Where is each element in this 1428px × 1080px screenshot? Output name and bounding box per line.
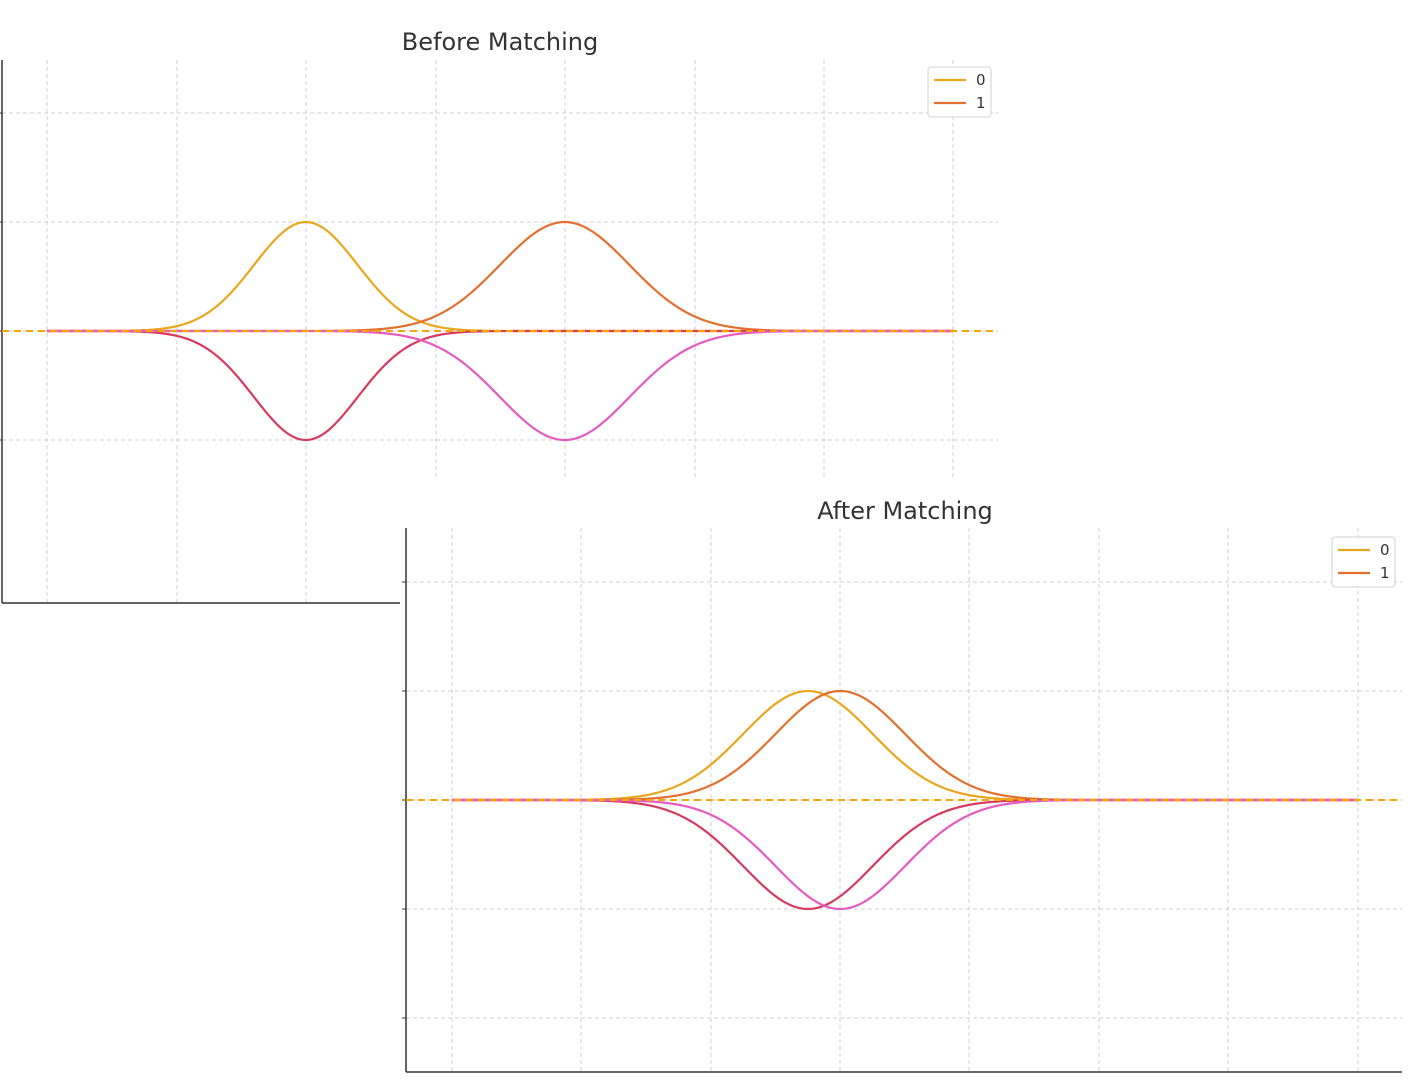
legend-label-0: 0 bbox=[1380, 541, 1390, 559]
legend-label-1: 1 bbox=[976, 94, 986, 112]
legend: 01 bbox=[1331, 536, 1396, 588]
series-1-line bbox=[47, 220, 953, 333]
legend-label-1: 1 bbox=[1380, 564, 1390, 582]
chart-title: After Matching bbox=[817, 497, 993, 525]
chart-after-matching: After Matching 0 1 bbox=[400, 478, 1428, 1080]
series-0-line bbox=[452, 689, 1358, 802]
series-1-mirror-line bbox=[47, 329, 953, 442]
series-0-line bbox=[47, 220, 953, 333]
series-0-mirror-line bbox=[47, 329, 953, 442]
series-1-line bbox=[452, 689, 1358, 802]
chart-title: Before Matching bbox=[402, 28, 598, 56]
legend-label-0: 0 bbox=[976, 71, 986, 89]
series-0-mirror-line bbox=[452, 798, 1358, 911]
series-1-mirror-line bbox=[452, 798, 1358, 911]
legend: 01 bbox=[927, 66, 992, 118]
